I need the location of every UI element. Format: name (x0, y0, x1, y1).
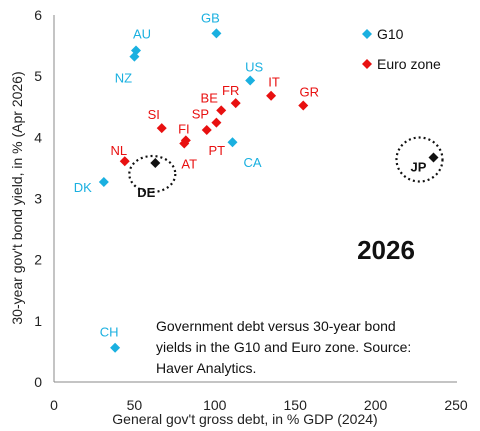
x-tick-label: 200 (364, 397, 388, 413)
y-tick-label: 0 (34, 374, 42, 390)
point-label-fr: FR (222, 83, 239, 98)
y-tick-label: 1 (34, 313, 42, 329)
point-label-au: AU (133, 26, 151, 41)
legend-marker-euro-zone (362, 59, 372, 69)
point-gb (211, 28, 222, 39)
point-label-dk: DK (74, 180, 92, 195)
point-si (156, 123, 167, 134)
point-it (266, 90, 277, 101)
year-label: 2026 (357, 235, 415, 265)
point-label-ca: CA (243, 155, 261, 170)
point-jp (428, 152, 439, 163)
point-de (150, 158, 161, 169)
y-tick-label: 3 (34, 191, 42, 207)
point-label-it: IT (268, 75, 280, 90)
source-note-line-1: Government debt versus 30-year bond (156, 318, 396, 334)
y-tick-label: 2 (34, 252, 42, 268)
point-fr (230, 98, 241, 109)
x-tick-label: 0 (50, 397, 58, 413)
point-nl (119, 156, 130, 167)
x-tick-label: 150 (284, 397, 308, 413)
y-tick-label: 4 (34, 129, 42, 145)
x-tick-labels: 0 50 100 150 200 250 (50, 397, 468, 413)
point-label-de: DE (137, 185, 155, 200)
point-label-gr: GR (299, 85, 319, 100)
point-label-fi: FI (178, 121, 190, 136)
legend: G10 Euro zone (362, 26, 441, 72)
point-ch (110, 342, 121, 353)
y-tick-label: 5 (34, 68, 42, 84)
point-label-nl: NL (110, 143, 127, 158)
highlight-circle-de (128, 154, 177, 194)
point-gr (298, 100, 309, 111)
source-note-line-3: Haver Analytics. (156, 360, 256, 376)
y-tick-label: 6 (34, 7, 42, 23)
x-tick-label: 100 (203, 397, 227, 413)
point-dk (98, 176, 109, 187)
point-at (179, 138, 190, 149)
point-label-nz: NZ (115, 71, 132, 86)
point-label-sp: SP (192, 107, 209, 122)
legend-label-g10: G10 (377, 26, 404, 42)
point-ca (227, 137, 238, 148)
x-tick-label: 50 (127, 397, 143, 413)
point-label-be: BE (201, 90, 219, 105)
legend-marker-g10 (362, 29, 372, 39)
point-pt (201, 124, 212, 135)
point-label-si: SI (148, 107, 160, 122)
point-label-ch: CH (100, 325, 119, 340)
legend-label-euro-zone: Euro zone (377, 56, 441, 72)
y-tick-labels: 0 1 2 3 4 5 6 (34, 7, 42, 390)
x-axis-title: General gov't gross debt, in % GDP (2024… (112, 411, 377, 427)
point-be (216, 105, 227, 116)
highlight-circle-jp (395, 136, 444, 183)
x-tick-label: 250 (444, 397, 468, 413)
point-nz (129, 51, 140, 62)
point-label-pt: PT (208, 143, 225, 158)
point-label-at: AT (181, 156, 197, 171)
point-label-jp: JP (411, 160, 427, 175)
point-label-us: US (245, 59, 263, 74)
point-us (245, 75, 256, 86)
point-sp (211, 117, 222, 128)
y-axis-title: 30-year gov't bond yield, in % (Apr 2026… (9, 71, 25, 324)
point-label-gb: GB (201, 10, 220, 25)
source-note-line-2: yields in the G10 and Euro zone. Source: (156, 339, 411, 355)
